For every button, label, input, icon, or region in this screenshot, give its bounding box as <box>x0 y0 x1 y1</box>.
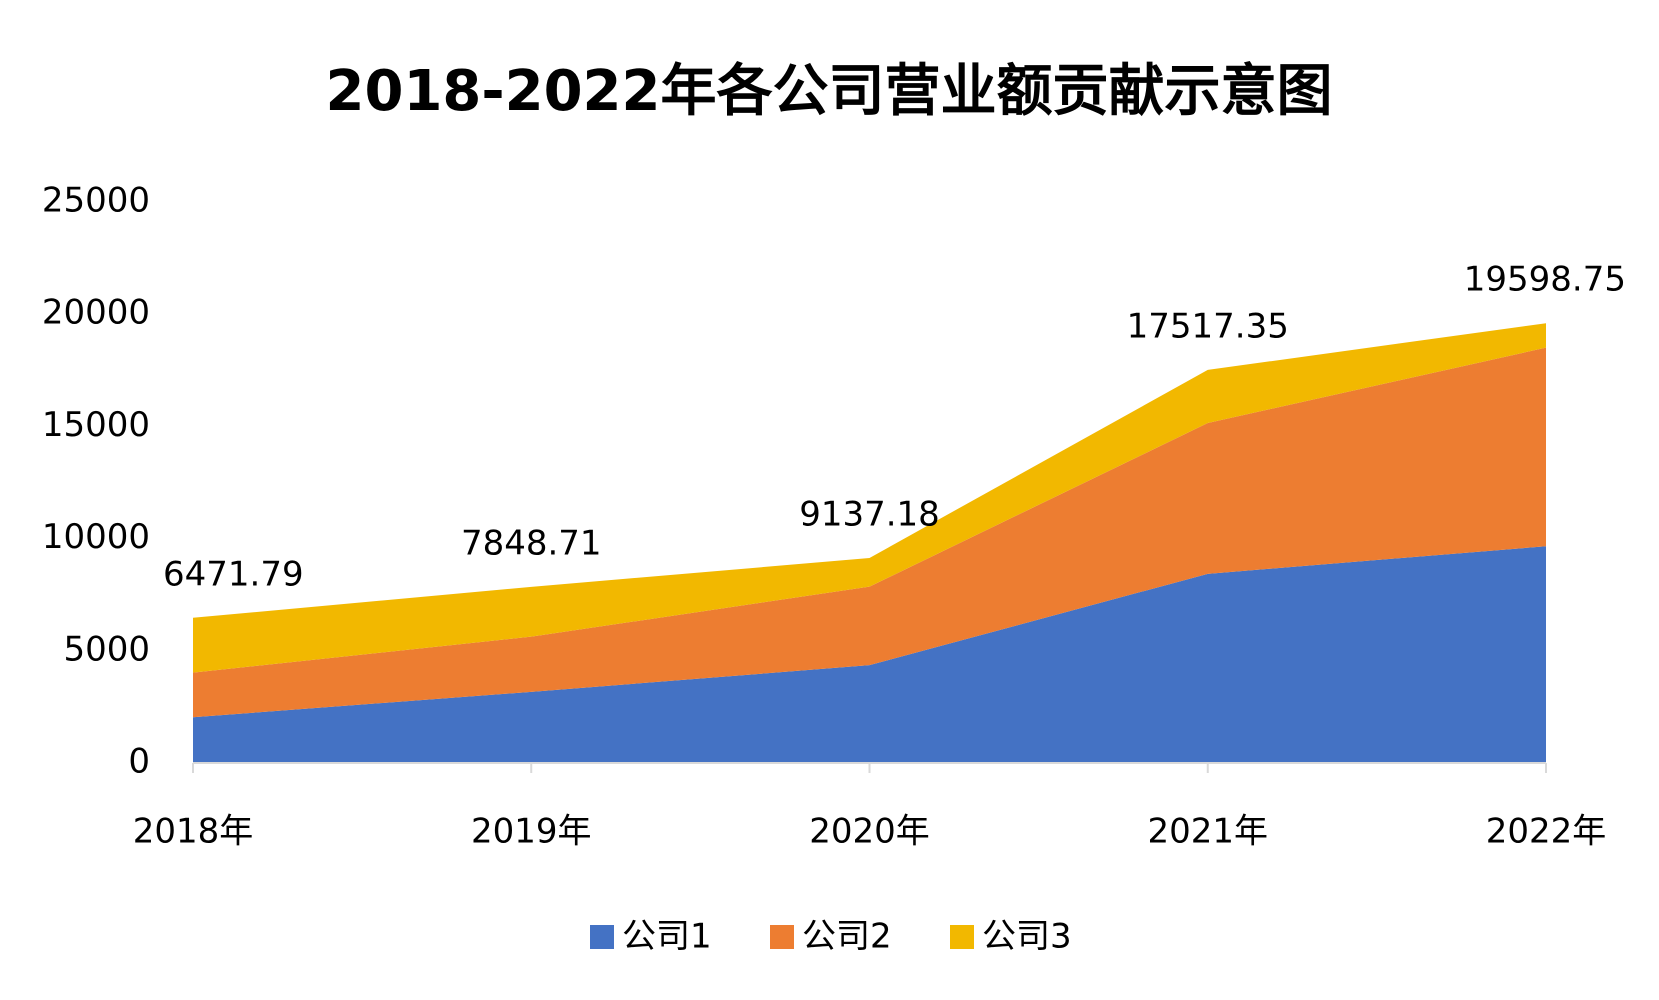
legend-swatch <box>770 925 794 949</box>
area <box>193 323 1546 673</box>
legend-swatch <box>590 925 614 949</box>
y-tick-label: 0 <box>128 742 150 782</box>
total-label: 7848.71 <box>461 523 602 563</box>
legend-swatch <box>950 925 974 949</box>
total-label: 9137.18 <box>799 494 940 534</box>
x-tick-label: 2019年 <box>471 812 592 852</box>
y-tick-label: 20000 <box>42 293 150 333</box>
total-label: 17517.35 <box>1127 306 1289 346</box>
legend-label: 公司1 <box>622 917 712 957</box>
x-tick-label: 2021年 <box>1147 812 1268 852</box>
y-tick-label: 10000 <box>42 517 150 557</box>
area <box>193 347 1546 718</box>
legend-label: 公司2 <box>802 917 892 957</box>
x-tick-label: 2018年 <box>133 812 254 852</box>
chart-title: 2018-2022年各公司营业额贡献示意图 <box>326 59 1333 124</box>
total-label: 6471.79 <box>163 554 304 594</box>
y-tick-label: 5000 <box>63 629 150 669</box>
y-tick-label: 15000 <box>42 405 150 445</box>
x-tick-label: 2022年 <box>1486 812 1607 852</box>
legend-label: 公司3 <box>982 917 1072 957</box>
y-tick-label: 25000 <box>42 181 150 221</box>
total-label: 19598.75 <box>1464 260 1626 300</box>
area <box>193 546 1546 763</box>
x-tick-label: 2020年 <box>809 812 930 852</box>
